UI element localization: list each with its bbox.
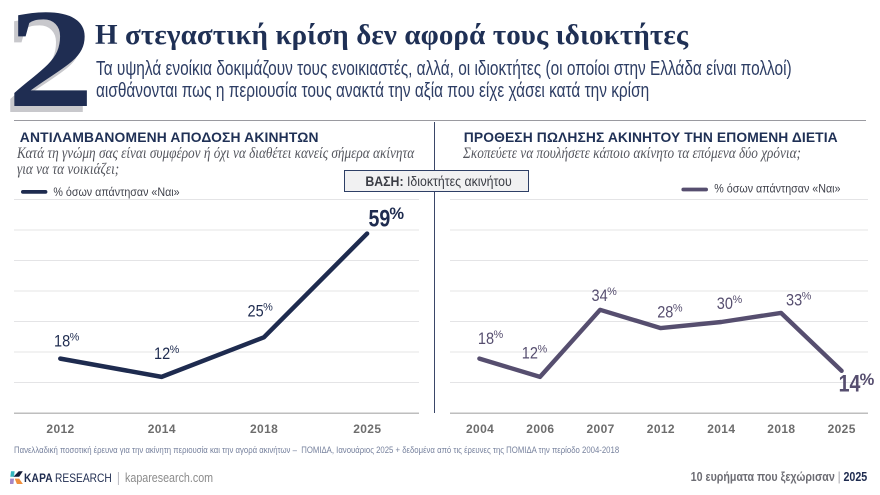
svg-text:2018: 2018	[250, 422, 278, 436]
svg-text:25: 25	[248, 303, 264, 321]
svg-text:%: %	[263, 301, 273, 313]
svg-text:% όσων απάντησαν «Ναι»: % όσων απάντησαν «Ναι»	[53, 186, 179, 199]
svg-text:%: %	[170, 344, 180, 356]
svg-text:%: %	[607, 286, 617, 298]
svg-text:33: 33	[786, 291, 802, 309]
svg-text:2006: 2006	[526, 422, 554, 436]
svg-text:2007: 2007	[587, 422, 615, 436]
svg-text:12: 12	[522, 344, 538, 362]
svg-text:2025: 2025	[353, 422, 381, 436]
svg-text:%: %	[673, 302, 683, 314]
svg-text:2025: 2025	[828, 422, 856, 436]
svg-text:2014: 2014	[707, 422, 735, 436]
svg-text:%: %	[732, 294, 742, 306]
svg-text:%: %	[802, 290, 812, 302]
svg-text:12: 12	[154, 345, 170, 363]
svg-text:2012: 2012	[46, 422, 74, 436]
svg-text:2012: 2012	[647, 422, 675, 436]
svg-text:18: 18	[478, 330, 494, 348]
svg-text:2018: 2018	[767, 422, 795, 436]
svg-text:18: 18	[54, 333, 70, 351]
svg-text:28: 28	[657, 304, 673, 322]
svg-text:2004: 2004	[466, 422, 494, 436]
svg-text:2014: 2014	[148, 422, 176, 436]
svg-text:%: %	[537, 343, 547, 355]
svg-text:34: 34	[592, 287, 608, 305]
svg-text:30: 30	[717, 295, 733, 313]
svg-text:%: %	[860, 371, 875, 389]
svg-text:%: %	[389, 205, 404, 223]
svg-text:14: 14	[839, 370, 861, 397]
svg-text:%: %	[494, 329, 504, 341]
svg-text:% όσων απάντησαν «Ναι»: % όσων απάντησαν «Ναι»	[714, 183, 840, 196]
svg-text:%: %	[70, 331, 80, 343]
svg-text:59: 59	[369, 205, 391, 232]
